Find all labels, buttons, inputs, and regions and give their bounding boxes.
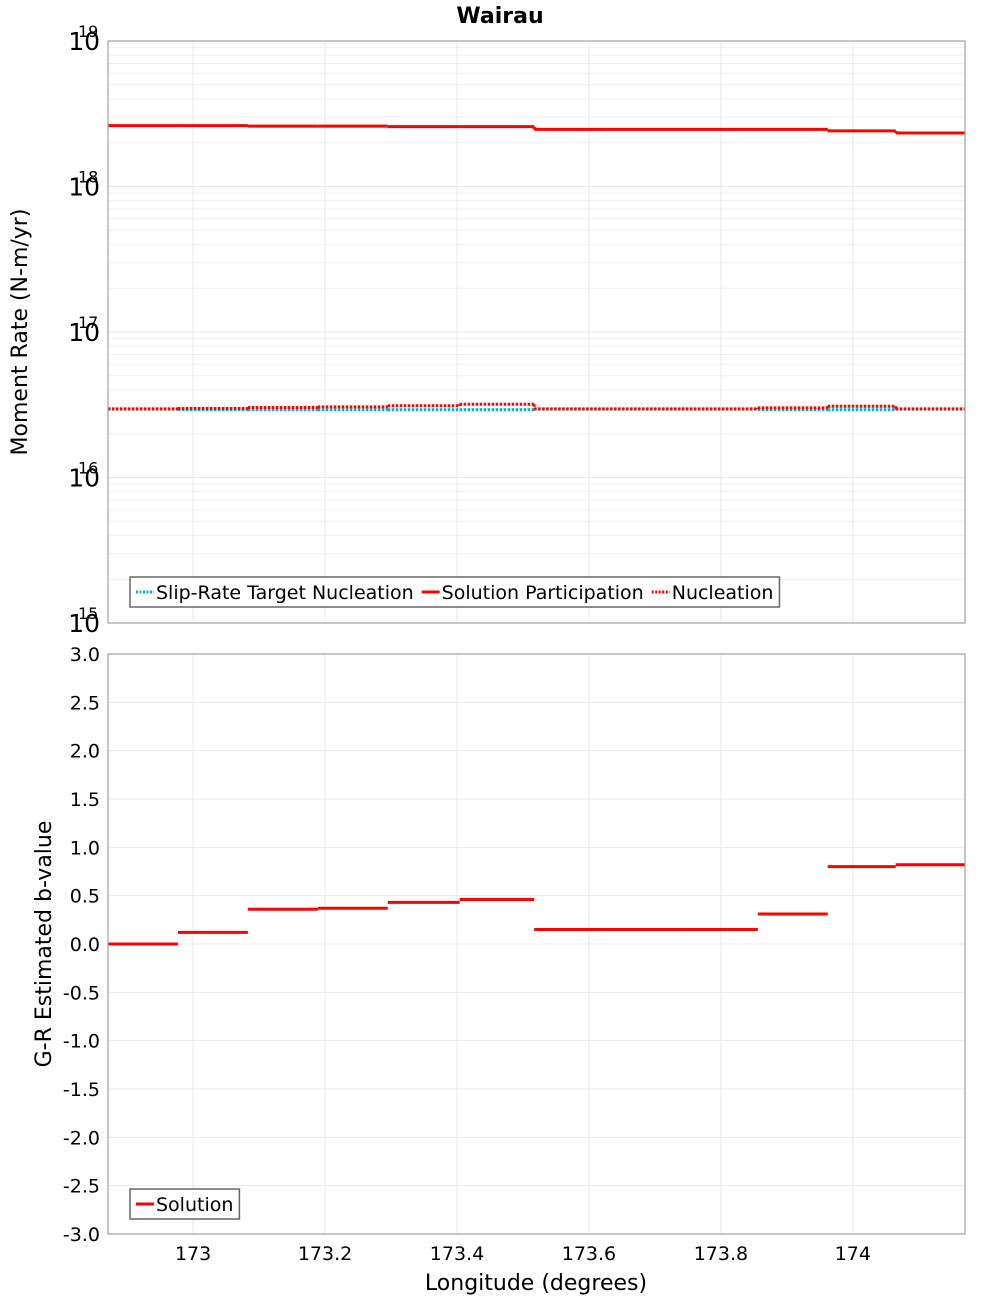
svg-text:19: 19 xyxy=(78,22,98,41)
y-tick-label: 1017 xyxy=(68,313,100,347)
legend-item-slip-rate-target-nucleation: Slip-Rate Target Nucleation xyxy=(136,582,414,604)
chart-svg: Wairau 1015 1016 1017 1018 1019 Moment Rate … xyxy=(0,0,1000,1300)
chart-title: Wairau xyxy=(456,4,543,29)
y-tick-label: -0.5 xyxy=(63,982,100,1004)
y-tick-label: 3.0 xyxy=(70,644,100,666)
y-tick-label: 1.0 xyxy=(70,837,100,859)
chart-figure: Wairau 1015 1016 1017 1018 1019 Moment Rate … xyxy=(0,0,1000,1300)
moment-rate-panel: 1015 1016 1017 1018 1019 Moment Rate (N-m/yr… xyxy=(8,22,965,638)
svg-text:17: 17 xyxy=(78,313,98,332)
y-tick-label: -2.5 xyxy=(63,1176,100,1198)
y-tick-label: -2.0 xyxy=(63,1127,100,1149)
longitude-x-axis-label: Longitude (degrees) xyxy=(425,1271,647,1296)
legend-label: Solution xyxy=(156,1194,233,1216)
b-value-y-ticks: 3.0 2.5 2.0 1.5 1.0 0.5 0.0 -0.5 -1.0 -1.5 -2.0 -2.… xyxy=(63,644,100,1246)
moment-rate-y-axis-label: Moment Rate (N-m/yr) xyxy=(8,209,33,456)
y-tick-label: -1.5 xyxy=(63,1079,100,1101)
x-tick-label: 174 xyxy=(835,1243,871,1265)
legend-item-solution-participation: Solution Participation xyxy=(422,582,644,604)
y-tick-label: 1.5 xyxy=(70,789,100,811)
y-tick-label: 1015 xyxy=(68,604,100,638)
svg-text:15: 15 xyxy=(78,604,98,623)
y-tick-label: 2.0 xyxy=(70,741,100,763)
x-tick-label: 173 xyxy=(175,1243,211,1265)
moment-rate-y-ticks: 1015 1016 1017 1018 1019 xyxy=(68,22,100,638)
svg-text:16: 16 xyxy=(78,459,98,478)
y-tick-label: 0.5 xyxy=(70,886,100,908)
y-tick-label: 1019 xyxy=(68,22,100,56)
y-tick-label: 0.0 xyxy=(70,934,100,956)
x-tick-label: 173.8 xyxy=(694,1243,748,1265)
x-tick-label: 173.4 xyxy=(430,1243,484,1265)
y-tick-label: 1016 xyxy=(68,459,100,493)
b-value-legend: Solution xyxy=(130,1189,239,1219)
legend-label: Slip-Rate Target Nucleation xyxy=(156,582,414,604)
x-tick-label: 173.2 xyxy=(298,1243,352,1265)
legend-box: Solution xyxy=(130,1189,239,1219)
b-value-y-axis-label: G-R Estimated b-value xyxy=(32,821,57,1068)
b-value-panel: 3.0 2.5 2.0 1.5 1.0 0.5 0.0 -0.5 -1.0 -1.5 -2.0 -2.… xyxy=(32,644,965,1296)
y-tick-label: -3.0 xyxy=(63,1224,100,1246)
legend-label: Nucleation xyxy=(672,582,774,604)
legend-box: Slip-Rate Target Nucleation Solution Part… xyxy=(130,577,779,607)
longitude-x-ticks: 173 173.2 173.4 173.6 173.8 174 xyxy=(175,1243,871,1265)
moment-rate-legend: Slip-Rate Target Nucleation Solution Part… xyxy=(130,577,779,607)
x-tick-label: 173.6 xyxy=(562,1243,616,1265)
y-tick-label: 2.5 xyxy=(70,692,100,714)
legend-label: Solution Participation xyxy=(442,582,644,604)
y-tick-label: 1018 xyxy=(68,168,100,202)
svg-text:18: 18 xyxy=(78,168,98,187)
y-tick-label: -1.0 xyxy=(63,1031,100,1053)
